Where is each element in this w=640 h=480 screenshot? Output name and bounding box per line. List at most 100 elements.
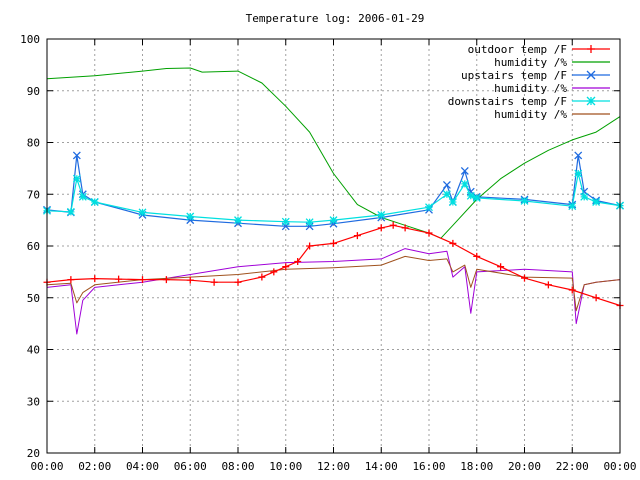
data-point (592, 198, 601, 206)
data-point (472, 193, 481, 202)
data-point (186, 216, 195, 225)
data-point (72, 174, 81, 183)
data-point (580, 192, 589, 201)
data-point (442, 180, 451, 189)
x-tick-label: 08:00 (221, 460, 254, 473)
data-point (72, 151, 81, 160)
data-point (305, 218, 314, 227)
legend-label: upstairs temp /F (461, 69, 567, 82)
y-tick-label: 50 (27, 292, 40, 305)
data-point (442, 190, 451, 199)
series-4 (43, 169, 624, 227)
data-point (449, 239, 457, 247)
data-point (497, 263, 505, 271)
data-point (460, 179, 469, 188)
series-layer (43, 67, 624, 335)
y-tick-label: 20 (27, 447, 40, 460)
data-point (234, 278, 242, 286)
data-point (138, 208, 147, 217)
data-point (329, 216, 338, 225)
data-point (66, 207, 75, 216)
x-tick-label: 12:00 (317, 460, 350, 473)
legend-marker (587, 45, 595, 53)
data-point (389, 221, 397, 229)
data-point (67, 276, 75, 284)
series-3 (46, 248, 621, 335)
data-point (329, 219, 338, 228)
x-tick-label: 10:00 (269, 460, 302, 473)
x-tick-label: 18:00 (460, 460, 493, 473)
data-point (592, 294, 600, 302)
series-1 (46, 67, 621, 239)
legend-label: humidity /% (494, 82, 567, 95)
x-axis: 00:00 02:00 04:00 06:00 08:00 10:00 12:00 14:00… (30, 39, 637, 473)
data-point (282, 263, 290, 271)
data-point (294, 258, 302, 266)
data-point (210, 278, 218, 286)
series-line (46, 248, 621, 335)
y-tick-label: 40 (27, 344, 40, 357)
series-5 (46, 255, 621, 312)
data-point (270, 268, 278, 276)
data-point (377, 224, 385, 232)
data-point (78, 192, 87, 201)
x-tick-label: 04:00 (126, 460, 159, 473)
legend-label: outdoor temp /F (468, 43, 567, 56)
data-point (568, 286, 576, 294)
series-line (46, 255, 621, 312)
data-point (521, 274, 528, 282)
data-point (466, 191, 475, 200)
x-tick-label: 16:00 (412, 460, 445, 473)
y-tick-label: 60 (27, 240, 40, 253)
x-tick-label: 14:00 (365, 460, 398, 473)
series-line (46, 224, 621, 307)
data-point (115, 275, 123, 283)
x-tick-label: 02:00 (78, 460, 111, 473)
data-point (91, 275, 99, 283)
y-tick-label: 100 (20, 33, 40, 46)
data-point (460, 167, 469, 175)
data-point (568, 202, 577, 211)
data-point (258, 273, 266, 281)
series-line (46, 172, 621, 223)
data-point (425, 229, 433, 237)
data-point (353, 232, 361, 240)
legend-label: humidity /% (494, 56, 567, 69)
x-tick-label: 22:00 (556, 460, 589, 473)
data-point (425, 203, 433, 212)
data-point (330, 239, 337, 247)
data-point (306, 242, 314, 250)
data-point (544, 281, 552, 289)
y-tick-label: 70 (27, 188, 40, 201)
legend-label: humidity /% (494, 108, 567, 121)
series-line (46, 67, 621, 239)
data-point (574, 151, 583, 160)
y-tick-label: 80 (27, 137, 40, 150)
data-point (574, 169, 583, 178)
legend-marker (586, 96, 596, 106)
legend-marker (586, 70, 596, 80)
legend-label: downstairs temp /F (448, 95, 567, 108)
data-point (162, 276, 170, 284)
data-point (401, 224, 409, 232)
chart-title: Temperature log: 2006-01-29 (246, 12, 425, 25)
y-axis: 20 30 40 50 60 70 80 90 100 (20, 33, 620, 460)
x-tick-label: 20:00 (508, 460, 541, 473)
x-tick-label: 00:00 (603, 460, 636, 473)
y-tick-label: 30 (27, 395, 40, 408)
data-point (90, 198, 99, 206)
data-point (139, 276, 146, 284)
data-point (377, 210, 386, 219)
x-tick-label: 06:00 (174, 460, 207, 473)
data-point (520, 197, 529, 205)
data-point (186, 212, 195, 221)
data-point (448, 198, 457, 206)
x-tick-label: 00:00 (30, 460, 63, 473)
data-point (281, 217, 290, 226)
data-point (473, 252, 481, 260)
data-point (186, 276, 194, 284)
series-0 (43, 221, 624, 310)
data-point (234, 216, 242, 225)
